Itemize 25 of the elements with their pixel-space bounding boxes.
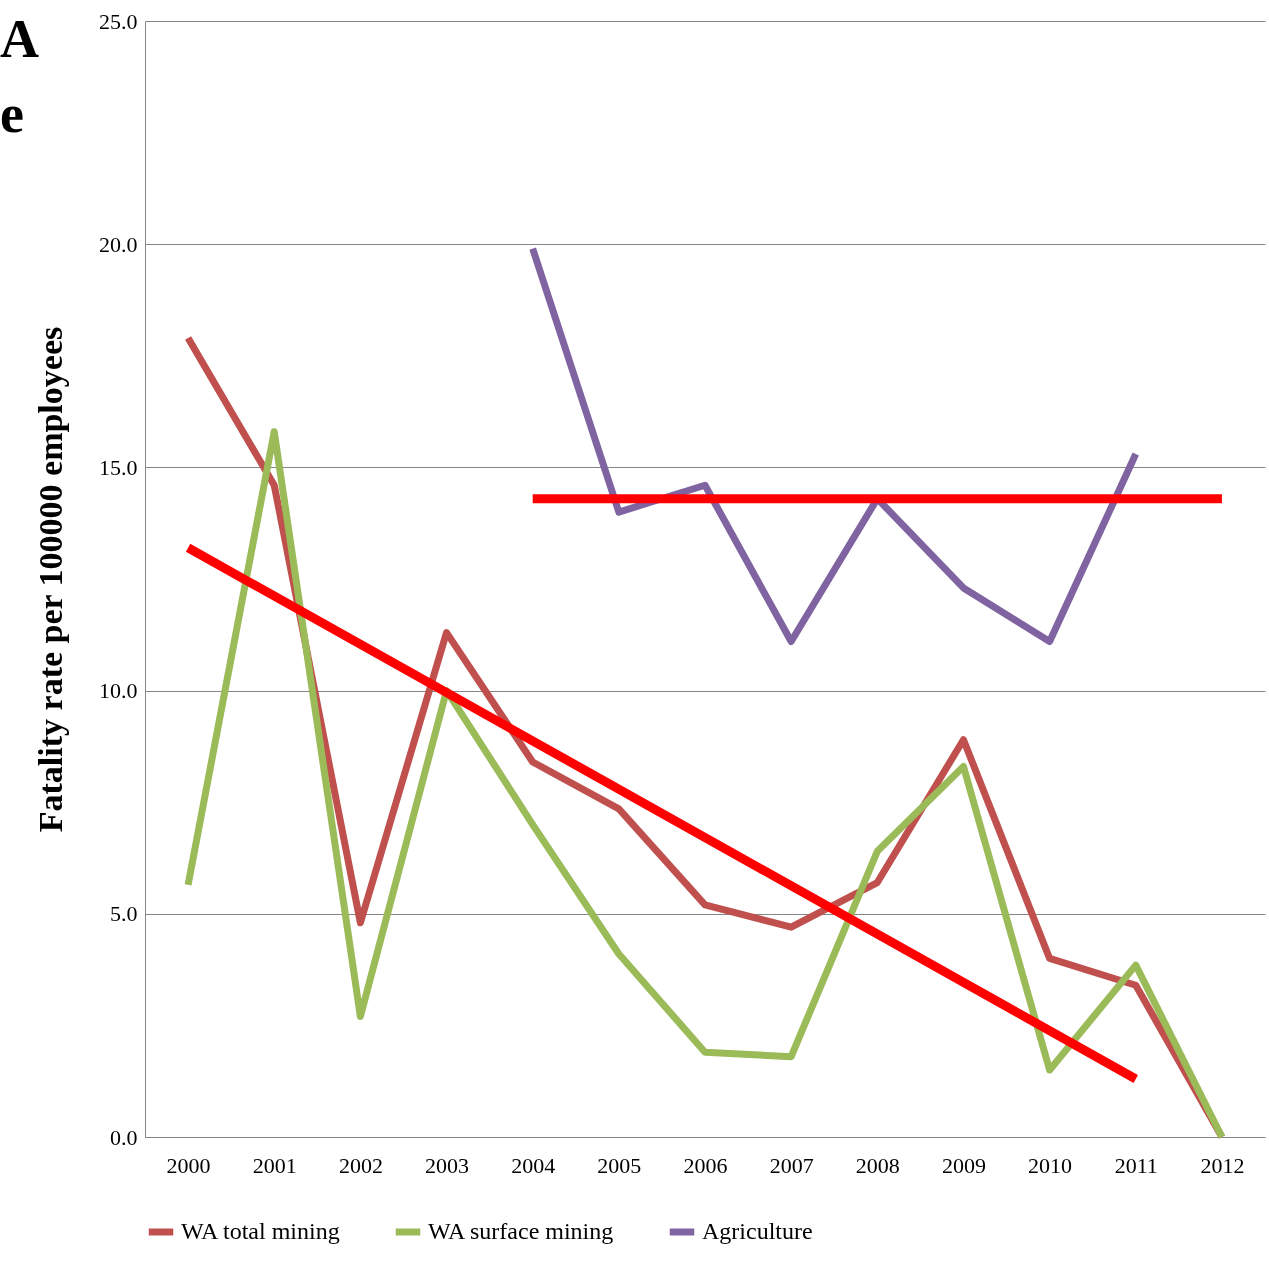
x-tick-label: 2000 — [166, 1152, 211, 1178]
x-tick-label: 2011 — [1114, 1152, 1158, 1178]
x-tick-label: 2008 — [855, 1152, 900, 1178]
x-tick-label: 2010 — [1028, 1152, 1073, 1178]
y-tick-label: 20.0 — [99, 231, 138, 257]
y-tick-label: 10.0 — [99, 678, 138, 704]
legend-label: WA total mining — [181, 1218, 340, 1244]
legend-label: WA surface mining — [428, 1218, 614, 1244]
x-tick-label: 2007 — [769, 1152, 814, 1178]
legend-label: Agriculture — [702, 1218, 813, 1244]
y-tick-label: 5.0 — [110, 901, 138, 927]
x-tick-label: 2009 — [941, 1152, 986, 1178]
x-tick-label: 2006 — [683, 1152, 728, 1178]
text: e — [0, 84, 24, 144]
x-tick-label: 2003 — [425, 1152, 470, 1178]
x-tick-label: 2012 — [1200, 1152, 1245, 1178]
x-tick-label: 2002 — [338, 1152, 383, 1178]
x-tick-label: 2001 — [252, 1152, 297, 1178]
x-tick-label: 2005 — [597, 1152, 642, 1178]
text: A — [0, 9, 39, 69]
y-tick-label: 0.0 — [110, 1124, 138, 1150]
y-tick-label: 15.0 — [99, 454, 138, 480]
x-tick-label: 2004 — [511, 1152, 556, 1178]
y-tick-label: 25.0 — [99, 8, 138, 34]
y-axis-title: Fatality rate per 100000 employees — [32, 326, 69, 833]
